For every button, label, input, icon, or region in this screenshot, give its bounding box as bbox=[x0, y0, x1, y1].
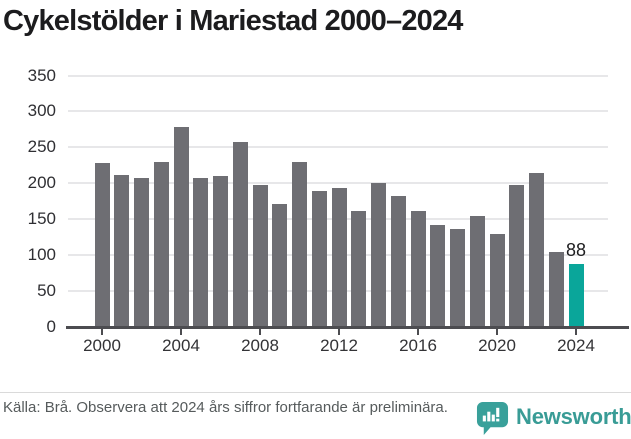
bar-2008 bbox=[252, 185, 268, 327]
bar-2015 bbox=[390, 195, 406, 327]
x-axis-label-2008: 2008 bbox=[241, 336, 279, 355]
newsworthy-wordmark: Newsworthy bbox=[516, 403, 631, 429]
x-axis-label-2024: 2024 bbox=[557, 336, 595, 355]
newsworthy-logo: Newsworthy bbox=[476, 401, 631, 436]
bar-2014 bbox=[371, 182, 386, 327]
source-text: Källa: Brå. Observera att 2024 års siffr… bbox=[3, 399, 448, 416]
bar-2002 bbox=[134, 178, 149, 327]
gridline-300 bbox=[68, 110, 608, 113]
x-axis-line bbox=[66, 326, 629, 329]
x-axis-label-2020: 2020 bbox=[478, 336, 516, 355]
bar-2004 bbox=[173, 126, 189, 327]
bar-2020 bbox=[489, 233, 505, 327]
x-tick-2016 bbox=[417, 328, 419, 335]
bar-2022 bbox=[529, 173, 544, 327]
value-annotation: 88 bbox=[565, 239, 587, 260]
bar-2005 bbox=[193, 177, 209, 327]
bar-2016 bbox=[410, 210, 426, 327]
x-tick-2000 bbox=[101, 328, 103, 335]
y-axis-label-250: 250 bbox=[27, 137, 56, 157]
y-axis-label-100: 100 bbox=[27, 245, 56, 265]
y-axis-label-150: 150 bbox=[27, 209, 56, 229]
x-tick-2004 bbox=[180, 328, 182, 335]
gridline-200 bbox=[68, 182, 608, 185]
bar-2013 bbox=[351, 210, 367, 327]
y-axis-label-200: 200 bbox=[27, 173, 56, 193]
bar-2001 bbox=[114, 175, 130, 327]
bar-2003 bbox=[153, 162, 169, 327]
y-axis-label-300: 300 bbox=[27, 101, 56, 121]
y-axis-label-350: 350 bbox=[27, 65, 56, 85]
x-axis-label-2000: 2000 bbox=[83, 336, 121, 355]
x-tick-2012 bbox=[338, 328, 340, 335]
bar-2024 bbox=[568, 263, 584, 327]
bar-2012 bbox=[331, 188, 347, 327]
bar-2006 bbox=[213, 176, 228, 327]
chart-title: Cykelstölder i Mariestad 2000–2024 bbox=[3, 5, 463, 37]
newsworthy-icon bbox=[476, 402, 509, 435]
bar-2011 bbox=[311, 191, 327, 327]
x-tick-2020 bbox=[496, 328, 498, 335]
bar-2000 bbox=[94, 163, 110, 327]
bar-2018 bbox=[450, 229, 465, 327]
x-axis-label-2016: 2016 bbox=[399, 336, 437, 355]
gridline-250 bbox=[68, 146, 608, 149]
bar-2019 bbox=[469, 215, 485, 327]
bar-2021 bbox=[509, 185, 525, 327]
bar-2009 bbox=[272, 204, 288, 327]
y-axis-label-0: 0 bbox=[46, 317, 56, 336]
bar-2010 bbox=[292, 161, 307, 327]
x-tick-2008 bbox=[259, 328, 261, 335]
x-axis-label-2012: 2012 bbox=[320, 336, 358, 355]
x-axis-label-2004: 2004 bbox=[162, 336, 200, 355]
bar-2007 bbox=[232, 142, 248, 327]
x-tick-2024 bbox=[575, 328, 577, 335]
bar-2017 bbox=[430, 224, 446, 327]
bar-2023 bbox=[548, 251, 564, 327]
footer-divider bbox=[0, 392, 631, 393]
y-axis-label-50: 50 bbox=[37, 281, 56, 301]
gridline-350 bbox=[68, 74, 608, 77]
